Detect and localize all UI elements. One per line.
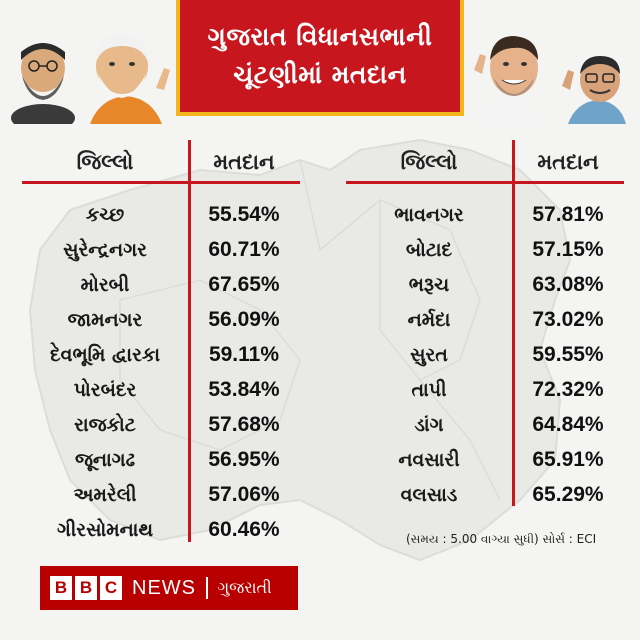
table-row: સુરેન્દ્રનગર 60.71%	[22, 232, 300, 267]
bbc-block-c: C	[100, 576, 122, 600]
district-name: દેવભૂમિ દ્વારકા	[50, 343, 160, 366]
table-row: કચ્છ 55.54%	[22, 197, 300, 232]
turnout-value: 56.09%	[208, 307, 280, 331]
politician-caricature-1	[11, 43, 75, 124]
table-divider-line	[512, 140, 515, 506]
bbc-news-gujarati-logo: B B C NEWS ગુજરાતી	[40, 566, 298, 610]
district-name: જૂનાગઢ	[74, 448, 136, 471]
politician-caricature-4	[562, 56, 626, 124]
district-name: ગીરસોમનાથ	[56, 518, 154, 541]
header-district: જિલ્લો	[76, 149, 134, 174]
header-district: જિલ્લો	[400, 149, 458, 174]
district-name: કચ્છ	[85, 203, 125, 226]
turnout-value: 63.08%	[532, 272, 604, 296]
logo-language: ગુજરાતી	[217, 578, 272, 597]
turnout-value: 73.02%	[532, 307, 604, 331]
district-name: ભાવનગર	[394, 203, 464, 226]
source-note: (સમય : 5.00 વાગ્યા સુધી) સોર્સ : ECI	[406, 532, 597, 546]
turnout-value: 65.29%	[532, 482, 604, 506]
turnout-table-right: જિલ્લો મતદાન ભાવનગર 57.81% બોટાદ 57.15% ભરૂચ…	[346, 140, 624, 512]
district-name: નર્મદા	[407, 308, 451, 331]
bbc-block-b2: B	[75, 576, 97, 600]
turnout-value: 67.65%	[208, 272, 280, 296]
district-name: નવસારી	[398, 448, 460, 471]
district-name: રાજકોટ	[74, 413, 136, 436]
turnout-value: 53.84%	[208, 377, 280, 401]
table-row: જૂનાગઢ 56.95%	[22, 442, 300, 477]
title-line-1: ગુજરાત વિધાનસભાની	[207, 22, 433, 51]
district-name: ભરૂચ	[408, 273, 450, 296]
table-divider-line	[188, 140, 191, 542]
table-header: જિલ્લો મતદાન	[346, 140, 624, 184]
table-row: સુરત 59.55%	[346, 337, 624, 372]
table-row: જામનગર 56.09%	[22, 302, 300, 337]
bbc-blocks: B B C	[50, 576, 122, 600]
table-row: નવસારી 65.91%	[346, 442, 624, 477]
logo-news-text: NEWS	[132, 576, 196, 599]
district-name: ડાંગ	[414, 413, 444, 436]
table-row: રાજકોટ 57.68%	[22, 407, 300, 442]
bbc-block-b1: B	[50, 576, 72, 600]
table-row: નર્મદા 73.02%	[346, 302, 624, 337]
table-row: પોરબંદર 53.84%	[22, 372, 300, 407]
header-turnout: મતદાન	[537, 149, 599, 174]
district-name: જામનગર	[67, 308, 143, 331]
district-name: તાપી	[411, 378, 447, 401]
table-row: ભરૂચ 63.08%	[346, 267, 624, 302]
table-row: મોરબી 67.65%	[22, 267, 300, 302]
turnout-value: 56.95%	[208, 447, 280, 471]
district-name: મોરબી	[80, 273, 130, 296]
turnout-table-left: જિલ્લો મતદાન કચ્છ 55.54% સુરેન્દ્રનગર 60.71…	[22, 140, 300, 547]
turnout-value: 60.46%	[208, 517, 280, 541]
turnout-value: 57.06%	[208, 482, 280, 506]
politician-caricature-3	[474, 36, 538, 124]
district-name: અમરેલી	[73, 483, 137, 506]
table-body: ભાવનગર 57.81% બોટાદ 57.15% ભરૂચ 63.08% નર્મદા 7…	[346, 184, 624, 512]
table-row: ગીરસોમનાથ 60.46%	[22, 512, 300, 547]
table-row: બોટાદ 57.15%	[346, 232, 624, 267]
turnout-value: 59.55%	[532, 342, 604, 366]
table-row: વલસાડ 65.29%	[346, 477, 624, 512]
district-name: બોટાદ	[405, 238, 453, 261]
district-name: સુરત	[410, 343, 448, 366]
turnout-value: 60.71%	[208, 237, 280, 261]
turnout-value: 59.11%	[208, 342, 280, 366]
turnout-value: 64.84%	[532, 412, 604, 436]
politician-caricature-2	[90, 34, 170, 124]
turnout-value: 55.54%	[208, 202, 280, 226]
table-row: ડાંગ 64.84%	[346, 407, 624, 442]
table-row: તાપી 72.32%	[346, 372, 624, 407]
title-line-2: ચૂંટણીમાં મતદાન	[233, 60, 407, 89]
logo-separator	[206, 577, 208, 599]
district-name: વલસાડ	[400, 483, 458, 506]
header-turnout: મતદાન	[213, 149, 275, 174]
table-header: જિલ્લો મતદાન	[22, 140, 300, 184]
district-name: પોરબંદર	[73, 378, 137, 401]
turnout-value: 65.91%	[532, 447, 604, 471]
turnout-value: 57.81%	[532, 202, 604, 226]
turnout-value: 57.15%	[532, 237, 604, 261]
district-name: સુરેન્દ્રનગર	[63, 238, 147, 261]
table-body: કચ્છ 55.54% સુરેન્દ્રનગર 60.71% મોરબી 67.65% જ…	[22, 184, 300, 547]
table-row: અમરેલી 57.06%	[22, 477, 300, 512]
table-row: ભાવનગર 57.81%	[346, 197, 624, 232]
turnout-value: 57.68%	[208, 412, 280, 436]
title-banner: ગુજરાત વિધાનસભાની ચૂંટણીમાં મતદાન	[176, 0, 464, 116]
turnout-value: 72.32%	[532, 377, 604, 401]
table-row: દેવભૂમિ દ્વારકા 59.11%	[22, 337, 300, 372]
